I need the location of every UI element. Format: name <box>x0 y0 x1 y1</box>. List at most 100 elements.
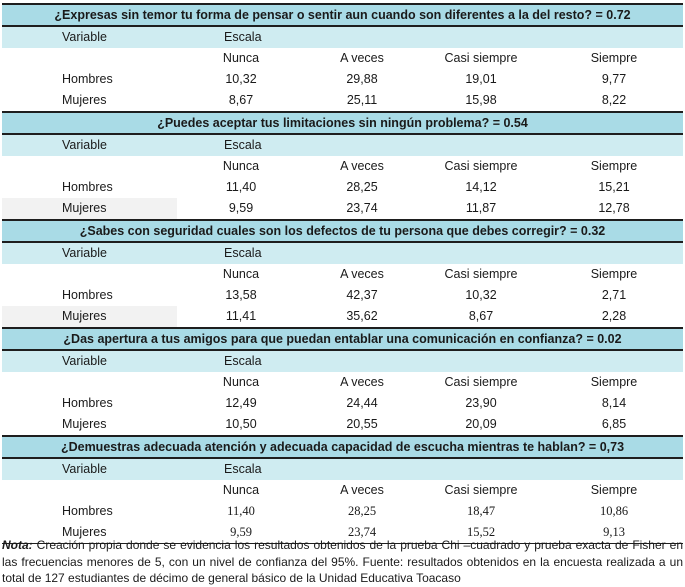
row-label: Hombres <box>62 72 113 86</box>
value-cell: 8,14 <box>601 396 627 410</box>
scale-option: Siempre <box>590 51 638 65</box>
table-row: Hombres 11,40 28,25 14,12 15,21 <box>2 177 683 198</box>
value-cell: 11,87 <box>465 201 497 215</box>
value-cell: 11,41 <box>225 309 257 323</box>
value-cell: 9,59 <box>228 201 254 215</box>
variable-header: Variable <box>62 354 107 368</box>
variable-header: Variable <box>62 462 107 476</box>
scale-option: Siempre <box>590 159 638 173</box>
row-label: Mujeres <box>62 309 107 323</box>
table-row: Mujeres 8,67 25,11 15,98 8,22 <box>2 90 683 111</box>
value-cell: 19,01 <box>465 72 497 86</box>
value-cell: 8,67 <box>468 309 494 323</box>
value-cell: 24,44 <box>346 396 378 410</box>
table-row: Hombres 10,32 29,88 19,01 9,77 <box>2 69 683 90</box>
row-label: Hombres <box>62 288 113 302</box>
scale-options-row: Nunca A veces Casi siempre Siempre <box>2 264 683 285</box>
question-title: ¿Expresas sin temor tu forma de pensar o… <box>2 3 683 27</box>
question-title: ¿Demuestras adecuada atención y adecuada… <box>2 435 683 459</box>
scale-option: Siempre <box>590 267 638 281</box>
table-bottom-rule <box>2 543 683 544</box>
value-cell: 12,49 <box>225 396 257 410</box>
scale-header: Escala <box>224 30 262 44</box>
scale-option: Nunca <box>222 51 260 65</box>
scale-option: Nunca <box>222 483 260 497</box>
value-cell: 9,59 <box>230 525 252 539</box>
value-cell: 11,40 <box>227 504 255 518</box>
variable-header: Variable <box>62 30 107 44</box>
scale-option: A veces <box>340 375 384 389</box>
table-row: Hombres 12,49 24,44 23,90 8,14 <box>2 393 683 414</box>
value-cell: 15,52 <box>466 525 496 539</box>
value-cell: 11,40 <box>225 180 257 194</box>
scale-header: Escala <box>224 354 262 368</box>
value-cell: 13,58 <box>225 288 257 302</box>
value-cell: 8,22 <box>601 93 627 107</box>
value-cell: 18,47 <box>466 504 496 518</box>
table-row: Mujeres 9,59 23,74 15,52 9,13 <box>2 522 683 543</box>
value-cell: 9,77 <box>601 72 627 86</box>
question-title: ¿Das apertura a tus amigos para que pued… <box>2 327 683 351</box>
question-block: ¿Puedes aceptar tus limitaciones sin nin… <box>2 111 683 219</box>
scale-option: A veces <box>340 51 384 65</box>
table-row: Hombres 11,40 28,25 18,47 10,86 <box>2 501 683 522</box>
scale-option: Casi siempre <box>444 51 518 65</box>
scale-option: Nunca <box>222 267 260 281</box>
value-cell: 10,86 <box>599 504 629 518</box>
row-label: Mujeres <box>62 417 107 431</box>
scale-options-row: Nunca A veces Casi siempre Siempre <box>2 372 683 393</box>
table-row: Mujeres 10,50 20,55 20,09 6,85 <box>2 414 683 435</box>
value-cell: 15,98 <box>465 93 497 107</box>
header-row: Variable Escala <box>2 459 683 480</box>
scale-options-row: Nunca A veces Casi siempre Siempre <box>2 48 683 69</box>
value-cell: 20,09 <box>465 417 497 431</box>
table-row: Mujeres 11,41 35,62 8,67 2,28 <box>2 306 683 327</box>
value-cell: 23,74 <box>347 525 377 539</box>
question-block: ¿Sabes con seguridad cuales son los defe… <box>2 219 683 327</box>
variable-header: Variable <box>62 138 107 152</box>
question-title: ¿Sabes con seguridad cuales son los defe… <box>2 219 683 243</box>
scale-option: Nunca <box>222 159 260 173</box>
value-cell: 8,67 <box>228 93 254 107</box>
scale-option: A veces <box>340 483 384 497</box>
scale-header: Escala <box>224 246 262 260</box>
row-label: Hombres <box>62 180 113 194</box>
value-cell: 23,90 <box>465 396 497 410</box>
question-title: ¿Puedes aceptar tus limitaciones sin nin… <box>2 111 683 135</box>
row-label: Mujeres <box>62 201 107 215</box>
scale-option: Siempre <box>590 483 638 497</box>
value-cell: 28,25 <box>346 180 378 194</box>
variable-header: Variable <box>62 246 107 260</box>
scale-option: Casi siempre <box>444 267 518 281</box>
note-label: Nota: <box>2 538 33 552</box>
value-cell: 20,55 <box>346 417 378 431</box>
value-cell: 9,13 <box>603 525 625 539</box>
value-cell: 28,25 <box>347 504 377 518</box>
table-note: Nota: Creación propia donde se evidencia… <box>2 537 683 587</box>
question-block: ¿Demuestras adecuada atención y adecuada… <box>2 435 683 543</box>
header-row: Variable Escala <box>2 27 683 48</box>
scale-option: Casi siempre <box>444 483 518 497</box>
header-row: Variable Escala <box>2 243 683 264</box>
value-cell: 29,88 <box>346 72 378 86</box>
row-shade <box>2 306 177 327</box>
table-row: Hombres 13,58 42,37 10,32 2,71 <box>2 285 683 306</box>
value-cell: 25,11 <box>346 93 378 107</box>
note-text: Creación propia donde se evidencia los r… <box>2 538 683 585</box>
value-cell: 23,74 <box>346 201 378 215</box>
row-label: Hombres <box>62 396 113 410</box>
scale-options-row: Nunca A veces Casi siempre Siempre <box>2 156 683 177</box>
scale-option: Casi siempre <box>444 159 518 173</box>
results-table: ¿Expresas sin temor tu forma de pensar o… <box>2 3 683 544</box>
table-row: Mujeres 9,59 23,74 11,87 12,78 <box>2 198 683 219</box>
value-cell: 10,32 <box>225 72 257 86</box>
value-cell: 2,71 <box>601 288 627 302</box>
value-cell: 35,62 <box>346 309 378 323</box>
row-label: Mujeres <box>62 525 107 539</box>
value-cell: 14,12 <box>465 180 497 194</box>
question-block: ¿Das apertura a tus amigos para que pued… <box>2 327 683 435</box>
scale-option: Casi siempre <box>444 375 518 389</box>
value-cell: 6,85 <box>601 417 627 431</box>
scale-option: A veces <box>340 267 384 281</box>
scale-option: A veces <box>340 159 384 173</box>
